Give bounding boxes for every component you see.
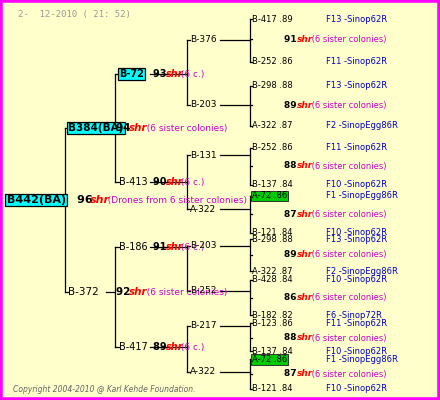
Text: B-417: B-417 xyxy=(119,342,147,352)
Text: (6 sister colonies): (6 sister colonies) xyxy=(309,334,386,342)
Text: (6 sister colonies): (6 sister colonies) xyxy=(309,35,386,44)
Text: B-203: B-203 xyxy=(190,242,216,250)
Text: F11 -Sinop62R: F11 -Sinop62R xyxy=(326,319,387,328)
Text: (6 c.): (6 c.) xyxy=(178,343,205,352)
Text: shr: shr xyxy=(297,210,313,219)
Text: F11 -Sinop62R: F11 -Sinop62R xyxy=(326,58,387,66)
Text: B-298 .88: B-298 .88 xyxy=(252,82,293,90)
Text: B-72: B-72 xyxy=(119,69,144,79)
Text: B-182 .82: B-182 .82 xyxy=(252,311,293,320)
Text: shr: shr xyxy=(297,101,313,110)
Text: B-137 .84: B-137 .84 xyxy=(252,347,293,356)
Text: shr: shr xyxy=(297,370,313,378)
Text: 91: 91 xyxy=(284,35,300,44)
Text: Copyright 2004-2010 @ Karl Kehde Foundation.: Copyright 2004-2010 @ Karl Kehde Foundat… xyxy=(13,385,196,394)
Text: (6 sister colonies): (6 sister colonies) xyxy=(309,162,386,170)
Text: B-252: B-252 xyxy=(190,286,216,295)
Text: 93: 93 xyxy=(153,69,170,79)
Text: A-322 .87: A-322 .87 xyxy=(252,122,293,130)
Text: B-137 .84: B-137 .84 xyxy=(252,180,293,189)
Text: B-203: B-203 xyxy=(190,100,216,109)
Text: (6 c.): (6 c.) xyxy=(178,178,205,186)
Text: (6 sister colonies): (6 sister colonies) xyxy=(141,288,227,296)
Text: B-121 .84: B-121 .84 xyxy=(252,228,293,237)
Text: 90: 90 xyxy=(153,177,170,187)
Text: 2-  12-2010 ( 21: 52): 2- 12-2010 ( 21: 52) xyxy=(18,10,131,19)
Text: F2 -SinopEgg86R: F2 -SinopEgg86R xyxy=(326,267,397,276)
Text: shr: shr xyxy=(297,293,313,302)
Text: (6 c.): (6 c.) xyxy=(178,243,205,252)
Text: B-298 .88: B-298 .88 xyxy=(252,235,293,244)
Text: (6 sister colonies): (6 sister colonies) xyxy=(309,250,386,259)
Text: A-322: A-322 xyxy=(190,368,216,376)
Text: 94: 94 xyxy=(116,123,134,133)
Text: (Drones from 6 sister colonies): (Drones from 6 sister colonies) xyxy=(102,196,247,204)
Text: shr: shr xyxy=(128,123,147,133)
Text: B-252 .86: B-252 .86 xyxy=(252,144,293,152)
Text: F10 -Sinop62R: F10 -Sinop62R xyxy=(326,347,387,356)
Text: F6 -Sinop72R: F6 -Sinop72R xyxy=(326,311,381,320)
Text: F2 -SinopEgg86R: F2 -SinopEgg86R xyxy=(326,122,397,130)
Text: B-217: B-217 xyxy=(190,322,216,330)
Text: (6 sister colonies): (6 sister colonies) xyxy=(141,124,227,132)
Text: F11 -Sinop62R: F11 -Sinop62R xyxy=(326,144,387,152)
Text: 92: 92 xyxy=(116,287,134,297)
Text: shr: shr xyxy=(90,195,110,205)
Text: F10 -Sinop62R: F10 -Sinop62R xyxy=(326,228,387,237)
Text: F13 -Sinop62R: F13 -Sinop62R xyxy=(326,82,387,90)
Text: 89: 89 xyxy=(284,250,300,259)
Text: 87: 87 xyxy=(284,370,300,378)
Text: 89: 89 xyxy=(284,101,300,110)
Text: shr: shr xyxy=(297,334,313,342)
Text: B-186: B-186 xyxy=(119,242,147,252)
Text: (6 sister colonies): (6 sister colonies) xyxy=(309,370,386,378)
Text: (6 sister colonies): (6 sister colonies) xyxy=(309,293,386,302)
Text: shr: shr xyxy=(297,162,313,170)
Text: 86: 86 xyxy=(284,293,300,302)
Text: shr: shr xyxy=(166,177,183,187)
Text: (6 sister colonies): (6 sister colonies) xyxy=(309,101,386,110)
Text: 88: 88 xyxy=(284,334,300,342)
Text: F10 -Sinop62R: F10 -Sinop62R xyxy=(326,276,387,284)
Text: F10 -Sinop62R: F10 -Sinop62R xyxy=(326,384,387,393)
Text: shr: shr xyxy=(166,342,183,352)
Text: shr: shr xyxy=(297,250,313,259)
Text: B384(BA): B384(BA) xyxy=(68,123,124,133)
Text: shr: shr xyxy=(128,287,147,297)
Text: B-413: B-413 xyxy=(119,177,147,187)
Text: B-417 .89: B-417 .89 xyxy=(252,15,293,24)
Text: (6 sister colonies): (6 sister colonies) xyxy=(309,210,386,219)
Text: B-121 .84: B-121 .84 xyxy=(252,384,293,393)
Text: (6 c.): (6 c.) xyxy=(178,70,205,78)
Text: B-123 .86: B-123 .86 xyxy=(252,319,293,328)
Text: shr: shr xyxy=(166,242,183,252)
Text: 87: 87 xyxy=(284,210,300,219)
Text: B-376: B-376 xyxy=(190,36,217,44)
Text: F1 -SinopEgg86R: F1 -SinopEgg86R xyxy=(326,192,397,200)
Text: A-72 .86: A-72 .86 xyxy=(252,192,287,200)
Text: A-322: A-322 xyxy=(190,205,216,214)
Text: F1 -SinopEgg86R: F1 -SinopEgg86R xyxy=(326,355,397,364)
Text: A-72 .86: A-72 .86 xyxy=(252,355,287,364)
Text: 96: 96 xyxy=(77,195,97,205)
Text: shr: shr xyxy=(166,69,183,79)
Text: B-428 .84: B-428 .84 xyxy=(252,276,293,284)
Text: B442(BA): B442(BA) xyxy=(7,195,66,205)
Text: A-322 .87: A-322 .87 xyxy=(252,267,293,276)
Text: B-252 .86: B-252 .86 xyxy=(252,58,293,66)
Text: F13 -Sinop62R: F13 -Sinop62R xyxy=(326,235,387,244)
Text: B-372: B-372 xyxy=(68,287,99,297)
Text: shr: shr xyxy=(297,35,313,44)
Text: 91: 91 xyxy=(153,242,170,252)
Text: 89: 89 xyxy=(153,342,170,352)
Text: F13 -Sinop62R: F13 -Sinop62R xyxy=(326,15,387,24)
Text: B-131: B-131 xyxy=(190,151,217,160)
Text: 88: 88 xyxy=(284,162,300,170)
Text: F10 -Sinop62R: F10 -Sinop62R xyxy=(326,180,387,189)
